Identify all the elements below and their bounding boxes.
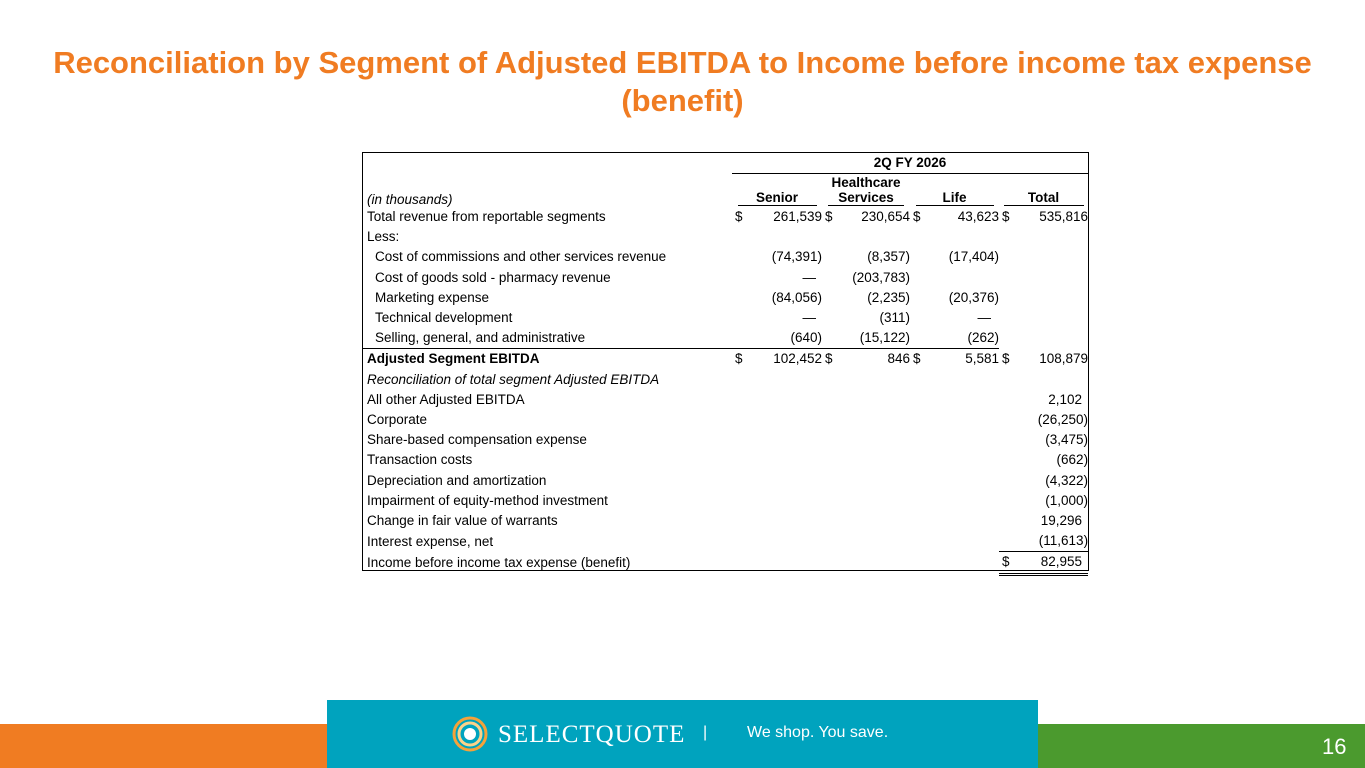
footer-green-band: [1038, 724, 1365, 768]
reconciliation-table: 2Q FY 2026 (in thousands) Senior Healthc…: [362, 152, 1089, 576]
table-row: Technical development — (311) —: [375, 310, 991, 326]
table-row: Share-based compensation expense (3,475): [367, 432, 1089, 448]
table-row: Change in fair value of warrants 19,296: [367, 513, 1083, 529]
footer-orange-band: [0, 724, 327, 768]
table-row: Adjusted Segment EBITDA $102,452 $846 $5…: [363, 348, 1088, 370]
column-header-senior: Senior: [732, 174, 822, 208]
table-row: Marketing expense (84,056) (2,235) (20,3…: [375, 289, 999, 305]
table-row: Corporate (26,250): [367, 412, 1089, 428]
table-row: Interest expense, net (11,613): [363, 531, 1089, 553]
table-row: Less:: [367, 229, 400, 245]
footer-tagline: We shop. You save.: [747, 724, 889, 741]
table-row: Reconciliation of total segment Adjusted…: [367, 371, 660, 387]
column-header-life: Life: [910, 174, 999, 208]
column-header-healthcare: Healthcare Services: [822, 174, 910, 208]
units-label: (in thousands): [367, 192, 453, 207]
table-row: Cost of commissions and other services r…: [375, 249, 999, 265]
selectquote-logo-icon: [452, 716, 488, 752]
table-row: Income before income tax expense (benefi…: [363, 551, 1089, 576]
table-row: Impairment of equity-method investment (…: [367, 492, 1089, 508]
table-row: Selling, general, and administrative (64…: [363, 328, 1088, 350]
table-row: Total revenue from reportable segments $…: [367, 209, 1089, 224]
page-number: 16: [1322, 734, 1347, 759]
table-row: All other Adjusted EBITDA 2,102: [367, 391, 1083, 407]
slide-title: Reconciliation by Segment of Adjusted EB…: [53, 45, 1312, 118]
footer-brand-band: [327, 700, 1038, 768]
footer-separator: |: [703, 724, 708, 741]
table-row: Depreciation and amortization (4,322): [367, 472, 1089, 488]
brand-wordmark: SELECTQUOTE: [498, 721, 686, 748]
period-header: 2Q FY 2026: [732, 153, 1089, 174]
column-header-total: Total: [999, 174, 1088, 208]
table-row: Cost of goods sold - pharmacy revenue — …: [375, 269, 910, 285]
table-row: Transaction costs (662): [367, 452, 1089, 468]
